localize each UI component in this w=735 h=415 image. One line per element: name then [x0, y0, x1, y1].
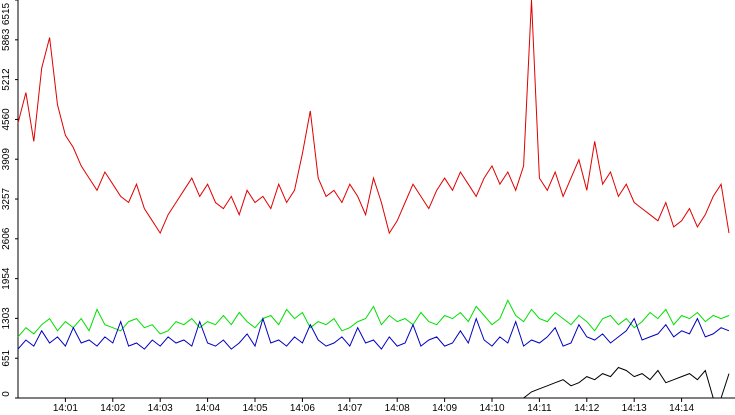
x-tick-label: 14:13 [622, 403, 647, 414]
x-tick-label: 14:12 [574, 403, 599, 414]
y-tick-label: 6515 [1, 2, 12, 25]
y-tick-label: 0 [1, 391, 12, 397]
x-tick-label: 14:07 [337, 403, 362, 414]
x-tick-label: 14:01 [53, 403, 78, 414]
x-tick-label: 14:14 [669, 403, 694, 414]
x-tick-label: 14:06 [290, 403, 315, 414]
y-tick-label: 3909 [1, 148, 12, 171]
line-series [18, 366, 730, 399]
x-tick-label: 14:02 [100, 403, 125, 414]
y-tick-label: 4560 [1, 108, 12, 131]
y-tick-label: 5212 [1, 68, 12, 91]
line-series [17, 299, 730, 338]
y-tick-label: 1303 [1, 307, 12, 330]
y-tick-label: 651 [1, 349, 12, 366]
x-tick-label: 14:10 [479, 403, 504, 414]
x-tick-label: 14:05 [242, 403, 267, 414]
x-tick-label: 14:11 [527, 403, 552, 414]
x-tick-label: 14:04 [195, 403, 220, 414]
x-tick-label: 14:08 [385, 403, 410, 414]
x-tick-label: 14:09 [432, 403, 457, 414]
y-tick-label: 1954 [1, 267, 12, 290]
y-tick-label: 5863 [1, 28, 12, 51]
y-tick-label: 2606 [1, 227, 12, 250]
y-tick-label: 3257 [1, 187, 12, 210]
x-tick-label: 14:03 [148, 403, 173, 414]
line-series [17, 316, 730, 350]
line-series [17, 0, 730, 235]
